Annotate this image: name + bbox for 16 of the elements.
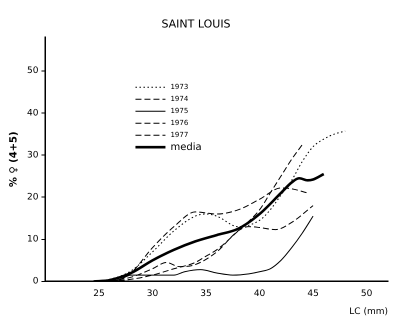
x-axis-title: LC (mm)	[349, 306, 388, 317]
y-tick-label: 10	[27, 234, 39, 245]
y-tick-label: 40	[27, 108, 39, 118]
y-tick-label: 0	[32, 276, 39, 287]
x-tick-label: 45	[307, 289, 319, 300]
y-tick-label: 20	[27, 192, 39, 203]
x-tick-label: 35	[200, 289, 212, 300]
y-tick-label: 50	[27, 66, 39, 76]
y-axis-title: % ♀ (4+5)	[8, 131, 20, 188]
x-tick-label: 40	[254, 289, 266, 300]
x-tick-label: 50	[360, 289, 373, 300]
x-tick-label: 30	[146, 289, 158, 300]
x-tick-label: 25	[93, 289, 105, 300]
y-tick-label: 30	[27, 150, 39, 160]
legend-label: media	[170, 142, 202, 153]
chart-title: SAINT LOUIS	[161, 17, 231, 30]
